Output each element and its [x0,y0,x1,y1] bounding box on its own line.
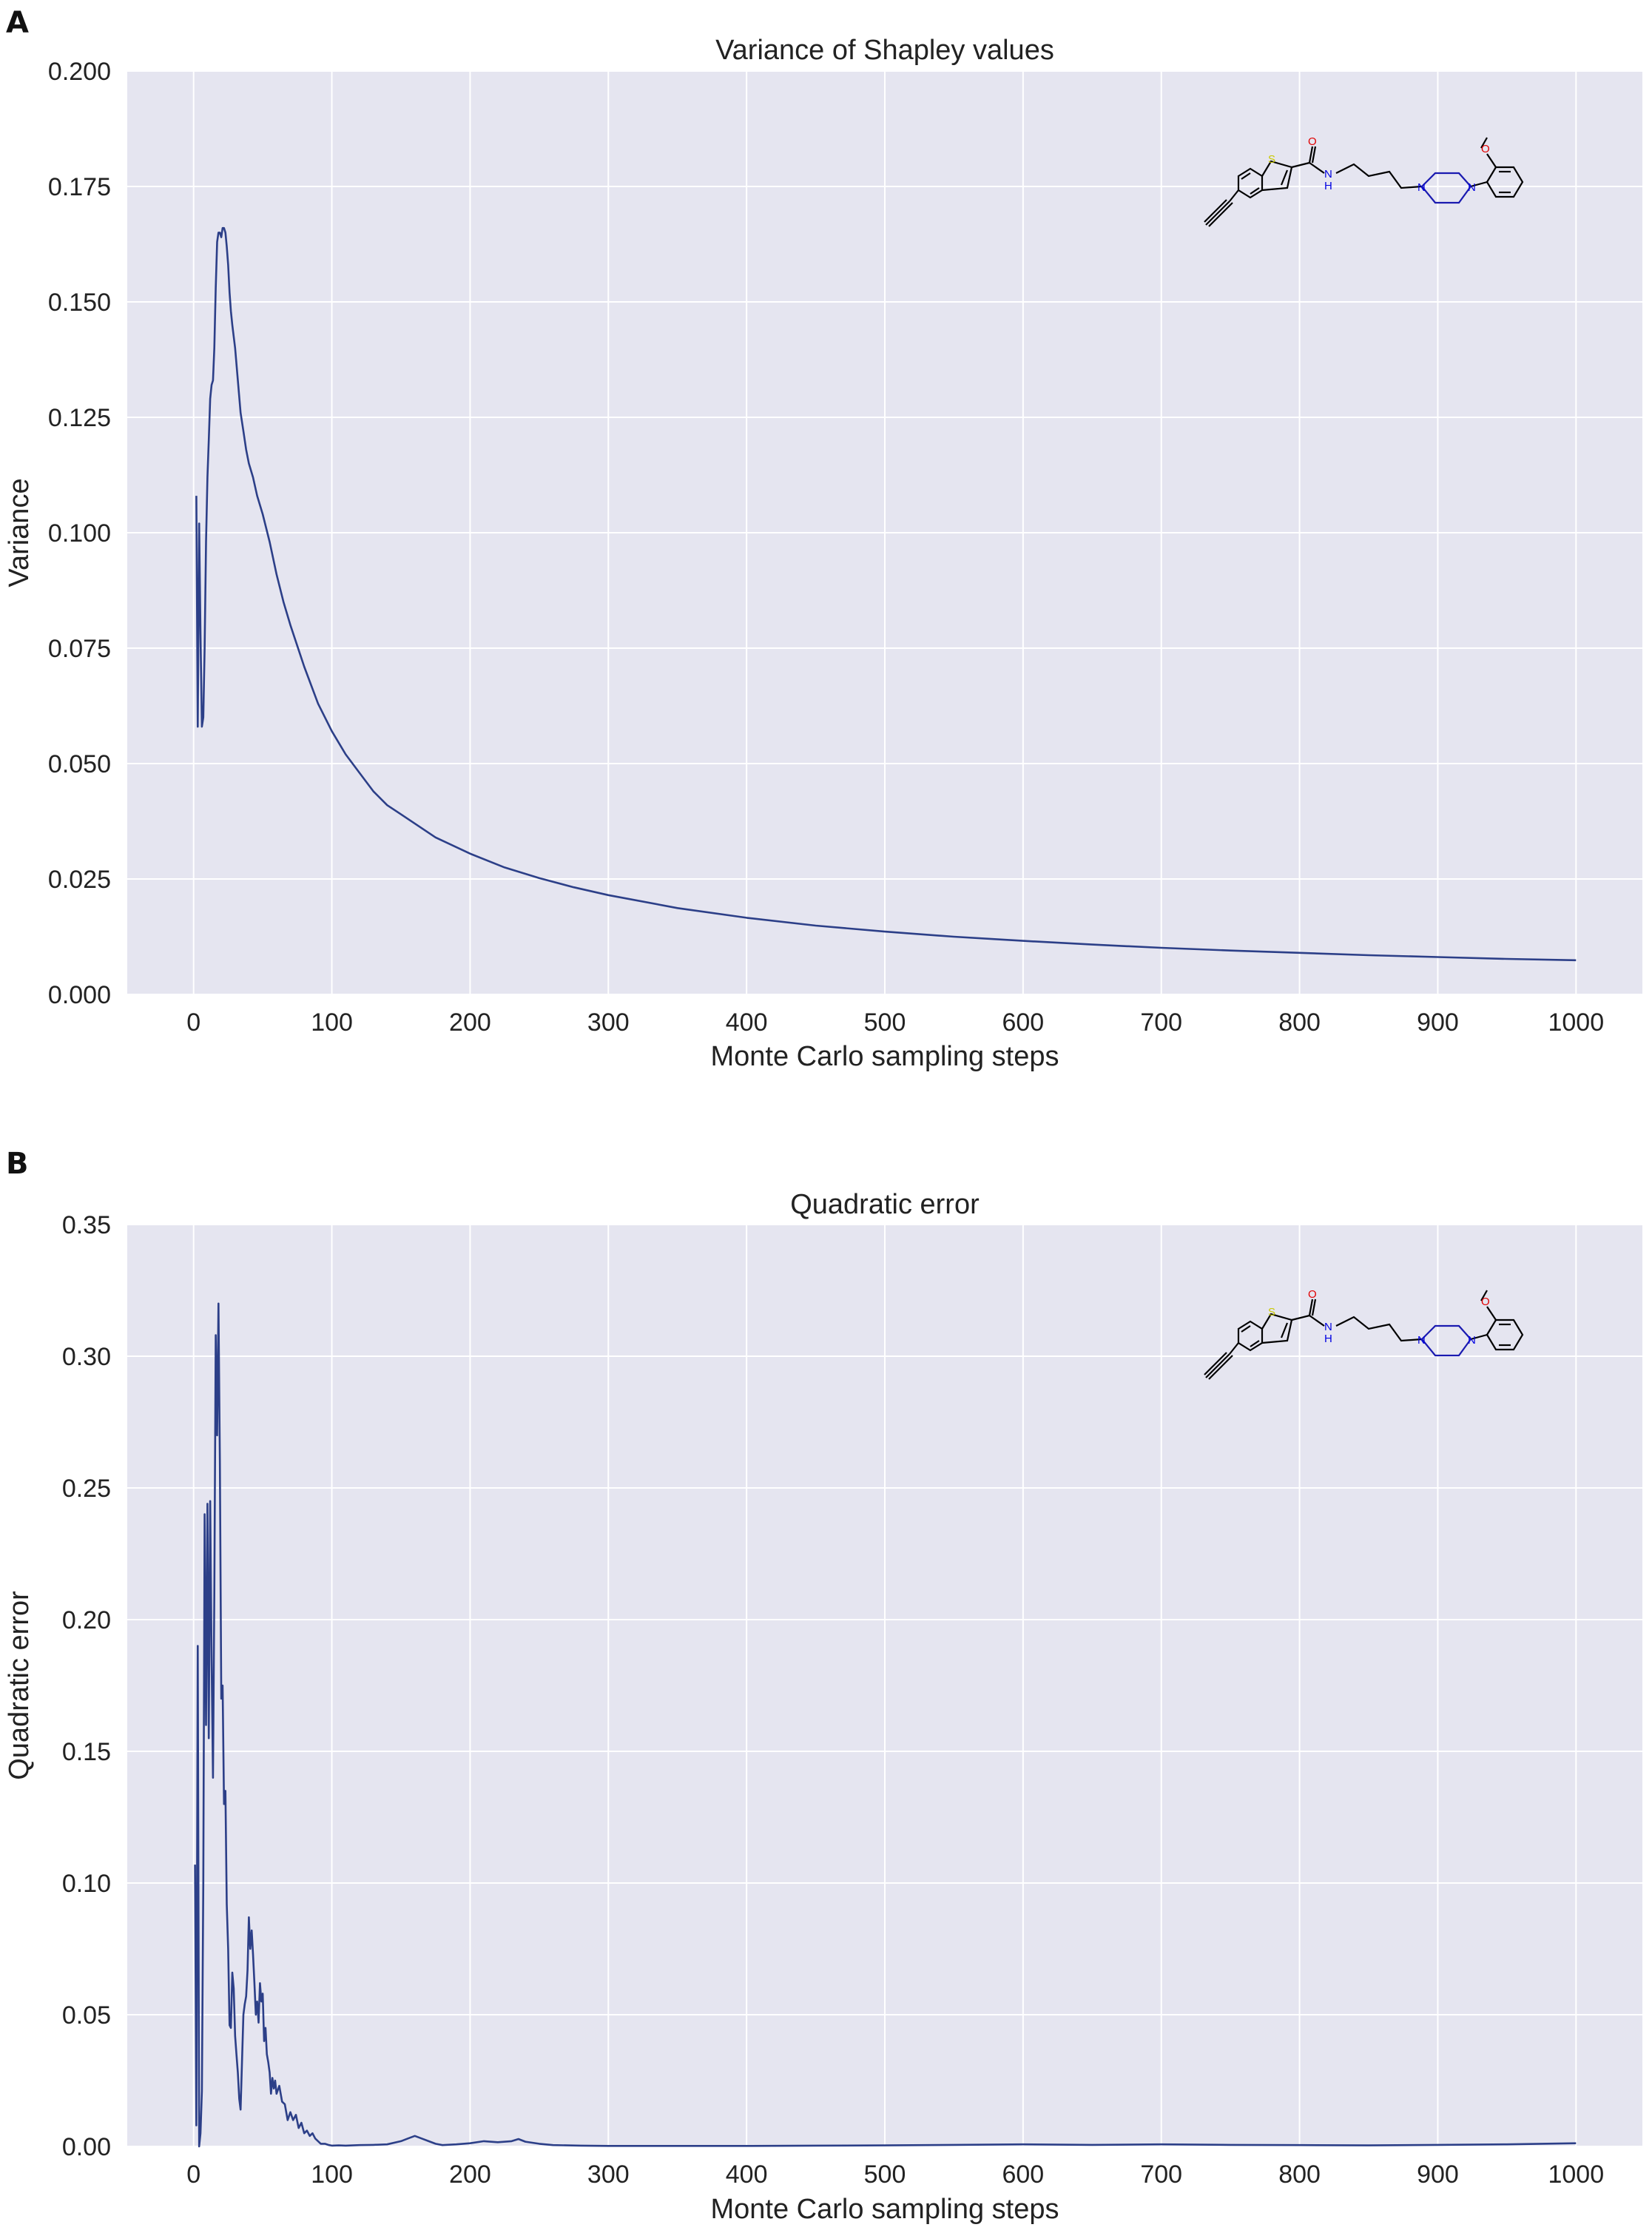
gridlines [127,70,1642,995]
x-tick-label: 300 [587,1008,630,1037]
x-tick-label: 800 [1278,1008,1321,1037]
x-tick-label: 1000 [1548,2160,1604,2189]
atom-nitrogen-piperazine-1: N [1417,181,1426,194]
atom-oxygen-carbonyl: O [1308,1288,1317,1301]
quadratic-error-line [194,1302,1577,2148]
chart-title-variance: Variance of Shapley values [715,35,1054,66]
x-tick-label: 400 [726,1008,768,1037]
atom-oxygen-methoxy: O [1481,143,1490,155]
y-tick-label: 0.000 [48,981,111,1009]
x-tick-label: 0 [186,1008,200,1037]
y-tick-label: 0.15 [62,1738,111,1766]
molecule-structure: S O N H N N O [1204,135,1524,227]
gridlines [127,1224,1642,2147]
ethynyl-bond [1229,189,1239,202]
y-tick-label: 0.175 [48,173,111,201]
panel-a: A 0 100 200 300 400 500 600 700 800 900 10000.0000… [4,6,1642,1072]
y-tick-label: 0.30 [62,1343,111,1371]
butyl-chain [1335,163,1423,189]
y-axis-label: Variance [4,478,35,587]
y-tick-label: 0.25 [62,1475,111,1503]
x-tick-label: 200 [449,2160,491,2189]
atom-nitrogen-piperazine-2: N [1468,1334,1476,1347]
x-tick-label: 0 [186,2160,200,2189]
panel-b: B 0 100 200 300 400 500 600 700 800 900 1000 0.00 0.… [4,1147,1642,2225]
atom-nitrogen-piperazine-1: N [1417,1334,1426,1347]
molecule-structure: S O N H N N O [1204,1288,1524,1380]
y-tick-label: 0.05 [62,2001,111,2030]
atom-hydrogen-amide: H [1324,180,1332,192]
atom-oxygen-carbonyl: O [1308,135,1317,148]
x-tick-label: 800 [1278,2160,1321,2189]
y-tick-label: 0.20 [62,1606,111,1634]
atom-nitrogen-amide: N [1324,168,1332,181]
atom-sulfur: S [1268,153,1275,166]
tick-labels: 0 100 200 300 400 500 600 700 800 900 1000 0.000 0.0… [48,58,1604,1037]
panel-letter-b: B [6,1147,29,1181]
x-tick-label: 700 [1140,1008,1182,1037]
x-tick-label: 200 [449,1008,491,1037]
x-tick-label: 900 [1417,1008,1459,1037]
x-axis-label: Monte Carlo sampling steps [711,2194,1059,2225]
x-tick-label: 600 [1002,1008,1044,1037]
variance-line [195,226,1577,962]
x-tick-label: 700 [1140,2160,1182,2189]
y-tick-label: 0.050 [48,750,111,778]
y-tick-label: 0.125 [48,404,111,432]
x-tick-label: 100 [311,1008,353,1037]
atom-nitrogen-piperazine-2: N [1468,181,1476,194]
y-tick-label: 0.35 [62,1211,111,1239]
x-tick-label: 300 [587,2160,630,2189]
y-tick-label: 0.025 [48,866,111,894]
atom-nitrogen-amide: N [1324,1321,1332,1333]
panel-letter-a: A [6,6,29,40]
y-tick-label: 0.10 [62,1870,111,1898]
chart-title-quadratic-error: Quadratic error [790,1189,980,1220]
atom-oxygen-methoxy: O [1481,1296,1490,1308]
x-tick-label: 500 [864,1008,906,1037]
atom-hydrogen-amide: H [1324,1333,1332,1345]
y-tick-label: 0.100 [48,519,111,548]
y-tick-label: 0.200 [48,58,111,86]
y-tick-label: 0.150 [48,289,111,317]
y-axis-label: Quadratic error [4,1591,35,1780]
x-tick-label: 500 [864,2160,906,2189]
atom-sulfur: S [1268,1306,1275,1318]
x-tick-label: 400 [726,2160,768,2189]
x-axis-label: Monte Carlo sampling steps [711,1041,1059,1072]
x-tick-label: 100 [311,2160,353,2189]
tick-labels: 0 100 200 300 400 500 600 700 800 900 1000 0.00 0.05… [62,1211,1604,2189]
y-tick-label: 0.075 [48,635,111,663]
x-tick-label: 900 [1417,2160,1459,2189]
x-tick-label: 1000 [1548,1008,1604,1037]
y-tick-label: 0.00 [62,2133,111,2161]
x-tick-label: 600 [1002,2160,1044,2189]
